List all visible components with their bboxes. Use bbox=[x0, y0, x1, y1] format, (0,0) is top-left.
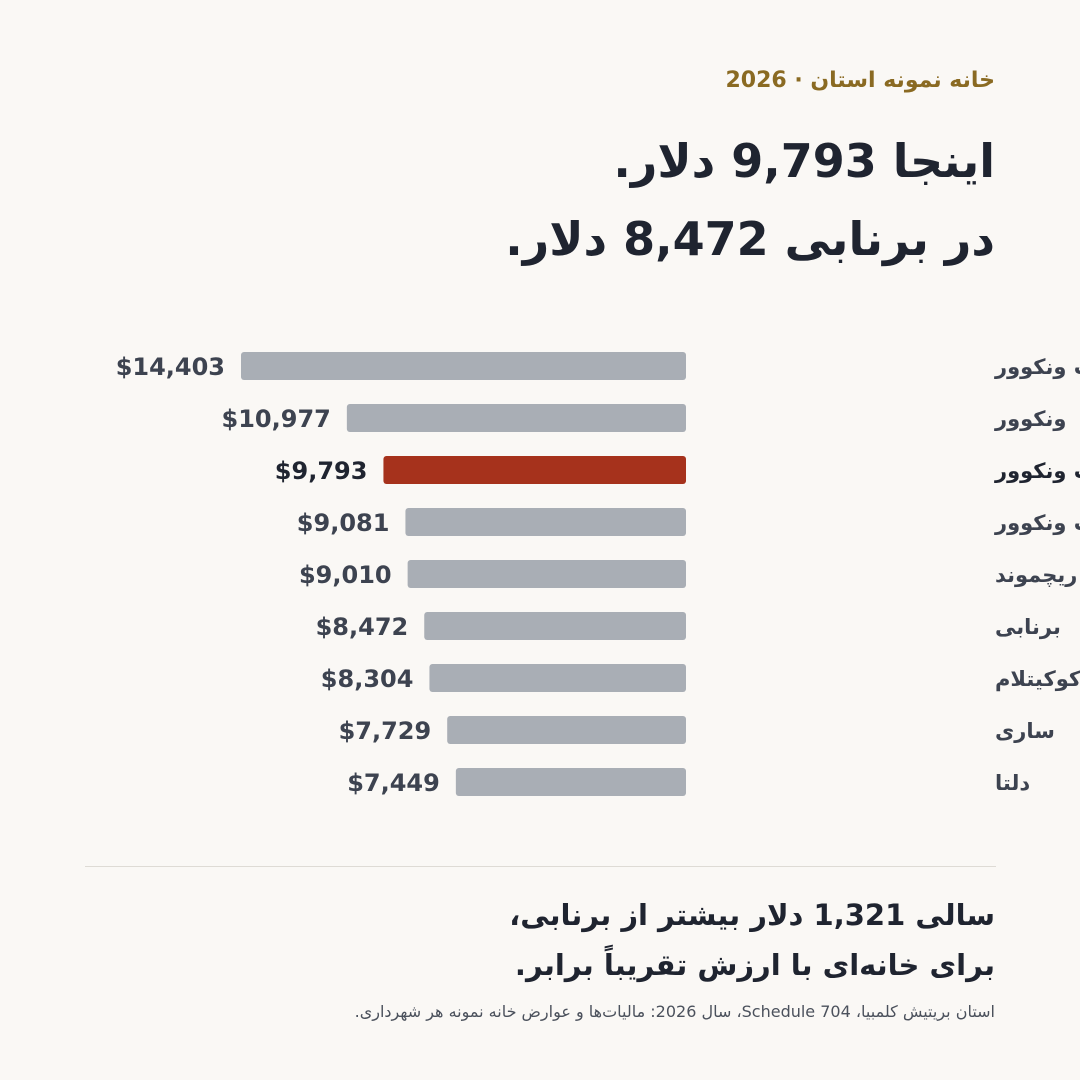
divider bbox=[85, 866, 996, 867]
bar-0 bbox=[241, 352, 686, 380]
value-label-4: $9,010 bbox=[299, 561, 392, 589]
category-label-5: برنابی bbox=[995, 615, 1061, 639]
value-label-1: $10,977 bbox=[222, 405, 331, 433]
bar-2 bbox=[383, 456, 686, 484]
bar-3 bbox=[405, 508, 686, 536]
summary-line-1: سالی 1,321 دلار بیشتر از برنابی، bbox=[509, 898, 995, 932]
value-label-3: $9,081 bbox=[297, 509, 390, 537]
summary-line-2: برای خانه‌ای با ارزش تقریباً برابر. bbox=[514, 948, 995, 982]
category-label-4: ریچموند bbox=[995, 563, 1077, 587]
headline-line-2: در برنابی 8,472 دلار. bbox=[505, 212, 995, 266]
headline-line-1: اینجا 9,793 دلار. bbox=[613, 134, 995, 188]
bar-5 bbox=[424, 612, 686, 640]
category-label-0: وست ونکوور bbox=[994, 355, 1080, 379]
bar-1 bbox=[346, 404, 686, 432]
source-note: استان بریتیش کلمبیا، Schedule 704، سال 2… bbox=[354, 1002, 995, 1021]
value-label-2: $9,793 bbox=[275, 457, 368, 485]
category-label-8: دلتا bbox=[995, 771, 1030, 795]
bar-4 bbox=[407, 560, 686, 588]
bar-7 bbox=[447, 716, 686, 744]
value-label-5: $8,472 bbox=[316, 613, 409, 641]
category-label-1: ونکوور bbox=[994, 407, 1066, 431]
summary: سالی 1,321 دلار بیشتر از برنابی، برای خا… bbox=[509, 890, 995, 990]
headline: اینجا 9,793 دلار. در برنابی 8,472 دلار. bbox=[505, 122, 995, 278]
value-label-8: $7,449 bbox=[347, 769, 440, 797]
bar-6 bbox=[429, 664, 686, 692]
bar-8 bbox=[455, 768, 686, 796]
bar-chart: $14,403 وست ونکوور $10,977 ونکوور $9,793 دیست… bbox=[116, 352, 1080, 797]
value-label-0: $14,403 bbox=[116, 353, 225, 381]
category-label-7: ساری bbox=[995, 719, 1055, 743]
category-label-6: کوکیتلام bbox=[995, 667, 1080, 691]
category-label-2: دیستریکت نورث ونکوور bbox=[994, 459, 1080, 483]
value-label-7: $7,729 bbox=[339, 717, 432, 745]
eyebrow-label: خانه نمونه استان · 2026 bbox=[725, 68, 995, 93]
category-label-3: شهر نورث ونکوور bbox=[994, 511, 1080, 535]
value-label-6: $8,304 bbox=[321, 665, 414, 693]
